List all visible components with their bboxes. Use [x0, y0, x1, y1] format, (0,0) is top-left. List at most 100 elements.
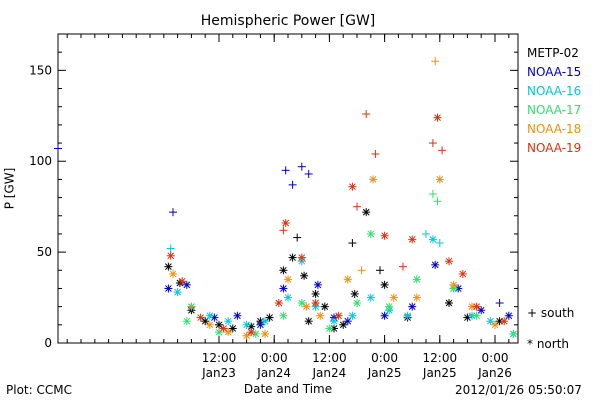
- x-tick-label-date: Jan25: [367, 366, 402, 380]
- point-noaa-19: [445, 257, 453, 266]
- point-metp-02: [164, 262, 173, 271]
- point-noaa-19: [472, 302, 481, 311]
- legend-item-noaa-15: NOAA-15: [527, 65, 582, 79]
- point-noaa-16: [422, 229, 430, 238]
- point-noaa-17: [279, 311, 288, 320]
- point-noaa-17: [297, 299, 306, 308]
- point-noaa-18: [389, 293, 398, 302]
- point-noaa-16: [366, 293, 375, 302]
- point-noaa-16: [330, 317, 338, 326]
- point-noaa-17: [509, 329, 518, 338]
- point-metp-02: [265, 313, 274, 322]
- point-noaa-17: [428, 189, 437, 198]
- point-noaa-19: [458, 269, 467, 278]
- point-noaa-17: [325, 324, 334, 333]
- series-legend: METP-02 NOAA-15 NOAA-16 NOAA-17 NOAA-18 …: [527, 44, 581, 158]
- point-noaa-18: [284, 275, 292, 284]
- point-metp-02: [201, 317, 210, 326]
- point-noaa-15: [256, 320, 265, 329]
- point-noaa-18: [224, 328, 233, 337]
- y-tick-label: 150: [29, 63, 52, 77]
- point-metp-02: [293, 233, 302, 242]
- legend-item-noaa-18: NOAA-18: [527, 122, 582, 136]
- point-noaa-15: [164, 284, 173, 293]
- point-noaa-17: [366, 229, 375, 238]
- legend-item-noaa-16: NOAA-16: [527, 84, 582, 98]
- point-noaa-15: [54, 144, 62, 153]
- point-noaa-19: [178, 277, 187, 286]
- point-noaa-15: [495, 299, 504, 308]
- point-noaa-16: [205, 311, 214, 320]
- point-metp-02: [445, 299, 453, 308]
- point-metp-02: [311, 289, 320, 298]
- point-noaa-17: [385, 302, 394, 311]
- point-noaa-15: [279, 284, 288, 293]
- point-noaa-19: [281, 219, 290, 228]
- point-metp-02: [320, 302, 329, 311]
- point-noaa-18: [343, 275, 352, 284]
- point-noaa-17: [353, 299, 361, 308]
- plot-timestamp: 2012/01/26 05:50:07: [455, 383, 582, 397]
- x-tick-label-time: 0:00: [261, 351, 288, 365]
- point-noaa-16: [173, 288, 182, 297]
- point-noaa-16: [242, 320, 251, 329]
- point-noaa-16: [284, 293, 292, 302]
- point-noaa-19: [362, 109, 371, 118]
- point-noaa-18: [491, 320, 499, 329]
- point-noaa-15: [313, 280, 322, 289]
- point-metp-02: [376, 266, 384, 275]
- point-metp-02: [300, 271, 309, 280]
- point-noaa-18: [357, 266, 366, 275]
- point-noaa-19: [247, 328, 256, 337]
- marker-legend-south: + south: [527, 306, 575, 320]
- point-noaa-19: [500, 317, 509, 326]
- point-noaa-19: [334, 311, 343, 320]
- point-noaa-15: [182, 280, 191, 289]
- y-tick-label: 100: [29, 154, 52, 168]
- x-tick-label-date: Jan24: [256, 366, 291, 380]
- point-metp-02: [228, 324, 237, 333]
- point-noaa-17: [182, 317, 191, 326]
- x-tick-label-time: 12:00: [423, 351, 458, 365]
- point-noaa-19: [371, 149, 380, 158]
- point-noaa-19: [438, 146, 447, 155]
- point-noaa-15: [288, 180, 297, 189]
- point-noaa-16: [486, 317, 495, 326]
- point-noaa-15: [281, 166, 290, 175]
- marker-legend: + south * north: [527, 298, 574, 360]
- point-noaa-19: [297, 253, 306, 262]
- point-noaa-15: [431, 260, 440, 269]
- point-noaa-15: [233, 311, 242, 320]
- point-noaa-17: [433, 197, 442, 206]
- point-noaa-16: [348, 311, 357, 320]
- point-metp-02: [362, 208, 371, 217]
- point-noaa-18: [412, 293, 421, 302]
- point-noaa-16: [261, 317, 269, 326]
- point-noaa-18: [169, 269, 177, 278]
- point-noaa-19: [219, 324, 228, 333]
- point-noaa-16: [403, 311, 412, 320]
- point-noaa-16: [435, 239, 444, 248]
- point-noaa-15: [504, 311, 513, 320]
- point-metp-02: [304, 317, 313, 326]
- legend-item-noaa-19: NOAA-19: [527, 141, 582, 155]
- point-noaa-16: [428, 235, 437, 244]
- x-tick-label-date: Jan24: [312, 366, 347, 380]
- point-noaa-18: [316, 311, 325, 320]
- y-tick-label: 50: [37, 245, 52, 259]
- point-noaa-16: [224, 317, 233, 326]
- x-tick-label-date: Jan26: [477, 366, 512, 380]
- point-noaa-19: [399, 262, 407, 271]
- point-noaa-19: [348, 182, 357, 191]
- point-noaa-15: [380, 311, 389, 320]
- point-noaa-19: [353, 202, 361, 211]
- marker-legend-north: * north: [527, 337, 570, 351]
- point-metp-02: [215, 320, 223, 329]
- point-noaa-17: [412, 275, 421, 284]
- point-noaa-16: [166, 244, 175, 253]
- point-noaa-19: [279, 226, 288, 235]
- point-noaa-18: [205, 320, 214, 329]
- point-noaa-19: [311, 299, 320, 308]
- point-noaa-19: [196, 313, 205, 322]
- point-metp-02: [350, 289, 359, 298]
